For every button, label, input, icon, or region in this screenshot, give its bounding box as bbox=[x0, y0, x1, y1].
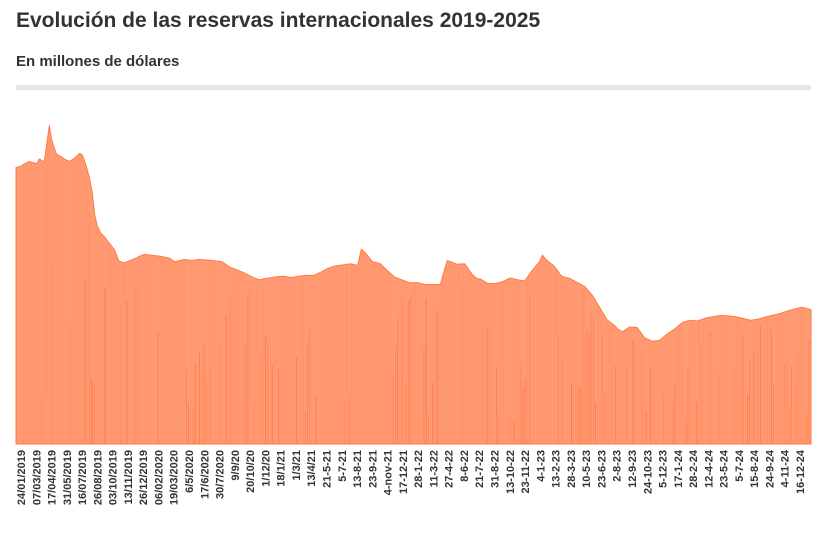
x-tick-label: 23-9-21 bbox=[367, 450, 379, 488]
area-texture-stripes bbox=[16, 131, 810, 444]
x-tick-label: 27-4-22 bbox=[444, 450, 456, 488]
chart-subtitle: En millones de dólares bbox=[16, 53, 180, 70]
x-tick-label: 4-11-24 bbox=[780, 449, 792, 487]
x-tick-label: 17/04/2019 bbox=[47, 450, 59, 505]
x-tick-label: 30/7/2020 bbox=[215, 450, 227, 499]
x-tick-label: 06/02/2020 bbox=[154, 450, 166, 505]
x-tick-label: 16/07/2019 bbox=[77, 450, 89, 505]
x-tick-label: 13-2-23 bbox=[551, 450, 563, 488]
x-tick-label: 03/10/2019 bbox=[108, 450, 120, 505]
x-tick-label: 13/4/21 bbox=[306, 450, 318, 487]
x-tick-label: 13-8-21 bbox=[352, 450, 364, 488]
x-tick-label: 11-3-22 bbox=[428, 450, 440, 487]
x-tick-label: 15-8-24 bbox=[749, 449, 761, 488]
x-tick-label: 6/5/2020 bbox=[184, 450, 196, 493]
reserves-area bbox=[15, 125, 812, 445]
x-tick-label: 2-8-23 bbox=[612, 450, 624, 482]
x-tick-label: 28-3-23 bbox=[566, 450, 578, 488]
x-tick-label: 12-4-24 bbox=[703, 449, 715, 488]
x-tick-label: 23-6-23 bbox=[596, 450, 608, 488]
x-tick-label: 26/08/2019 bbox=[92, 450, 104, 505]
plot-area bbox=[15, 125, 812, 445]
x-tick-label: 24/01/2019 bbox=[16, 450, 28, 505]
x-tick-label: 19/03/2020 bbox=[169, 450, 181, 505]
x-tick-label: 1/12/20 bbox=[260, 450, 272, 487]
x-tick-label: 23-11-22 bbox=[520, 450, 532, 493]
x-tick-label: 9/9/20 bbox=[230, 450, 242, 481]
x-tick-label: 5-12-23 bbox=[658, 450, 670, 488]
x-tick-label: 12-9-23 bbox=[627, 450, 639, 488]
x-tick-label: 8-6-22 bbox=[459, 450, 471, 482]
x-tick-label: 13/11/2019 bbox=[123, 450, 135, 504]
x-tick-label: 1/3/21 bbox=[291, 450, 303, 481]
x-tick-label: 5-7-24 bbox=[734, 449, 746, 482]
x-tick-label: 24-9-24 bbox=[765, 449, 777, 488]
x-tick-label: 17-1-24 bbox=[673, 449, 685, 488]
x-tick-label: 4-nov-21 bbox=[383, 450, 395, 495]
x-tick-label: 26/12/2019 bbox=[138, 450, 150, 505]
x-tick-label: 31/05/2019 bbox=[62, 450, 74, 505]
x-tick-label: 5-7-21 bbox=[337, 450, 349, 482]
x-tick-label: 23-5-24 bbox=[719, 449, 731, 488]
x-tick-label: 28-2-24 bbox=[688, 449, 700, 488]
x-axis-tick-labels: 24/01/2019 07/03/2019 17/04/2019 31/05/2019… bbox=[16, 449, 807, 505]
header-divider bbox=[16, 85, 811, 90]
x-tick-label: 07/03/2019 bbox=[31, 450, 43, 505]
x-tick-label: 4-1-23 bbox=[535, 450, 547, 482]
x-tick-label: 17-12-21 bbox=[398, 450, 410, 494]
x-tick-label: 16-12-24 bbox=[795, 449, 807, 494]
x-tick-label: 31-8-22 bbox=[490, 450, 502, 488]
x-tick-label: 18/1/21 bbox=[276, 450, 288, 487]
x-tick-label: 13-10-22 bbox=[505, 450, 517, 494]
x-tick-label: 21-7-22 bbox=[474, 450, 486, 488]
x-tick-label: 24-10-23 bbox=[642, 450, 654, 494]
x-tick-label: 10-5-23 bbox=[581, 450, 593, 488]
chart-title: Evolución de las reservas internacionale… bbox=[16, 9, 541, 32]
x-tick-label: 21-5-21 bbox=[322, 450, 334, 488]
x-tick-label: 17/6/2020 bbox=[199, 450, 211, 499]
x-tick-label: 28-1-22 bbox=[413, 450, 425, 488]
x-tick-label: 20/10/20 bbox=[245, 450, 257, 493]
